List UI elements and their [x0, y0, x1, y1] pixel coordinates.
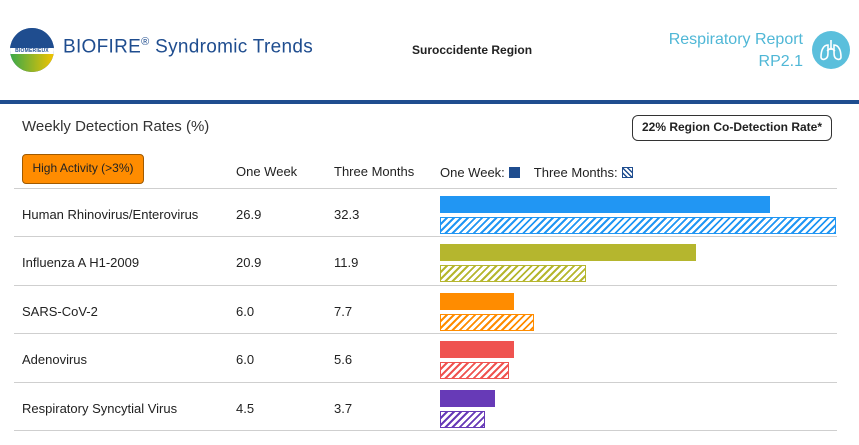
pathogen-name: SARS-CoV-2 — [22, 303, 98, 319]
one-week-value: 26.9 — [236, 207, 262, 222]
three-months-bar — [440, 410, 486, 428]
lungs-icon — [812, 31, 850, 69]
three-months-value: 32.3 — [334, 207, 360, 222]
header-divider — [0, 100, 859, 104]
legend-three-months-label: Three Months: — [533, 165, 618, 180]
pathogen-name: Human Rhinovirus/Enterovirus — [22, 207, 199, 222]
row-divider — [14, 381, 837, 383]
column-header-one-week: One Week — [236, 164, 298, 179]
three-months-bar — [440, 265, 586, 283]
three-months-value: 11.9 — [334, 255, 359, 271]
three-months-bar — [440, 217, 836, 234]
one-week-bar — [440, 292, 514, 310]
three-months-value: 3.7 — [334, 400, 353, 416]
section-title: Weekly Detection Rates (%) — [22, 118, 210, 135]
brand-title: BIOFIRE® Syndromic Trends — [63, 36, 313, 58]
one-week-value: 4.5 — [236, 400, 255, 416]
one-week-value: 20.9 — [236, 255, 262, 271]
three-months-bar — [440, 362, 509, 380]
report-title: Respiratory Report RP2.1 — [669, 29, 803, 73]
row-divider — [14, 430, 837, 431]
one-week-value: 6.0 — [236, 303, 255, 319]
region-name: Suroccidente Region — [412, 43, 533, 57]
legend-hatched-swatch — [621, 167, 633, 178]
one-week-bar — [440, 196, 770, 213]
biomerieux-logo: BIOMÉRIEUX — [10, 28, 54, 72]
column-header-three-months: Three Months — [334, 164, 415, 179]
brand-mark: ® — [141, 36, 150, 48]
row-divider — [14, 188, 837, 189]
pathogen-name: Adenovirus — [22, 352, 88, 368]
three-months-value: 5.6 — [334, 352, 353, 368]
one-week-value: 6.0 — [236, 352, 255, 368]
pathogen-name: Influenza A H1-2009 — [22, 255, 140, 271]
legend-one-week-label: One Week: — [440, 165, 505, 180]
logo-text: BIOMÉRIEUX — [15, 48, 49, 54]
report-header: BIOMÉRIEUX BIOFIRE® Syndromic Trends Sur… — [0, 0, 859, 100]
brand-name: BIOFIRE — [63, 36, 142, 58]
legend-solid-swatch — [508, 167, 520, 178]
one-week-bar — [440, 341, 514, 359]
row-divider — [14, 284, 837, 286]
report-line-1: Respiratory Report — [668, 31, 803, 48]
three-months-value: 7.7 — [334, 303, 353, 319]
one-week-bar — [440, 244, 697, 262]
report-line-2: RP2.1 — [758, 53, 803, 70]
codetection-rate-box: 22% Region Co-Detection Rate* — [632, 115, 832, 141]
row-divider — [14, 236, 837, 238]
one-week-bar — [440, 389, 496, 407]
chart-legend: One Week: Three Months: — [440, 165, 633, 180]
high-activity-badge: High Activity (>3%) — [22, 154, 144, 184]
row-divider — [14, 333, 837, 335]
pathogen-name: Respiratory Syncytial Virus — [22, 400, 178, 416]
three-months-bar — [440, 313, 535, 331]
brand-suffix: Syndromic Trends — [149, 36, 314, 58]
